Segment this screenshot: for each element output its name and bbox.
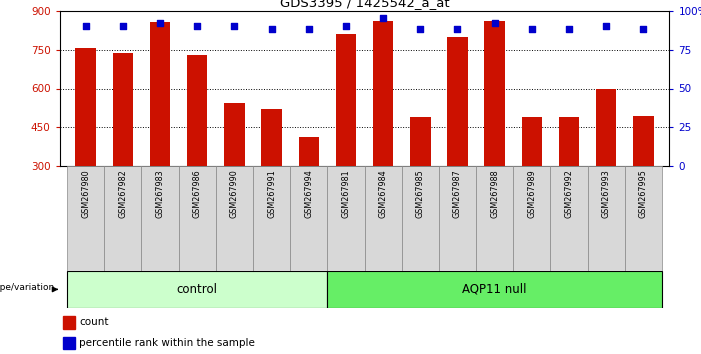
Text: GSM267994: GSM267994 xyxy=(304,170,313,218)
Bar xyxy=(522,117,542,166)
Text: AQP11 null: AQP11 null xyxy=(463,283,527,296)
Text: GSM267982: GSM267982 xyxy=(118,170,128,218)
Point xyxy=(191,23,203,29)
Bar xyxy=(550,166,587,271)
Bar xyxy=(113,53,133,166)
Text: GSM267990: GSM267990 xyxy=(230,170,239,218)
Bar xyxy=(179,166,216,271)
Bar xyxy=(142,166,179,271)
Text: GSM267980: GSM267980 xyxy=(81,170,90,218)
Point xyxy=(489,20,501,26)
Point xyxy=(601,23,612,29)
Bar xyxy=(104,166,142,271)
Point xyxy=(266,27,277,32)
Bar xyxy=(290,166,327,271)
Bar xyxy=(253,166,290,271)
Bar xyxy=(410,117,430,166)
Point xyxy=(452,27,463,32)
Text: count: count xyxy=(79,317,109,327)
Point xyxy=(415,27,426,32)
Point xyxy=(80,23,91,29)
Bar xyxy=(633,116,653,166)
Point xyxy=(638,27,649,32)
Point xyxy=(303,27,314,32)
Bar xyxy=(373,21,393,166)
Bar xyxy=(187,55,207,166)
Text: GSM267981: GSM267981 xyxy=(341,170,350,218)
Bar xyxy=(67,271,327,308)
Bar xyxy=(513,166,550,271)
Point xyxy=(378,16,389,21)
Text: GSM267995: GSM267995 xyxy=(639,170,648,218)
Text: GSM267991: GSM267991 xyxy=(267,170,276,218)
Point xyxy=(340,23,351,29)
Bar xyxy=(76,48,96,166)
Text: GSM267984: GSM267984 xyxy=(379,170,388,218)
Bar xyxy=(150,22,170,166)
Bar xyxy=(484,21,505,166)
Point xyxy=(526,27,538,32)
Bar xyxy=(327,166,365,271)
Bar xyxy=(439,166,476,271)
Point xyxy=(154,20,165,26)
Text: GSM267987: GSM267987 xyxy=(453,170,462,218)
Point xyxy=(229,23,240,29)
Bar xyxy=(447,36,468,166)
Bar xyxy=(625,166,662,271)
Bar xyxy=(365,166,402,271)
Bar xyxy=(67,166,104,271)
Text: GSM267986: GSM267986 xyxy=(193,170,202,218)
Bar xyxy=(559,117,579,166)
Bar xyxy=(62,337,75,349)
Bar xyxy=(299,137,319,166)
Text: GSM267989: GSM267989 xyxy=(527,170,536,218)
Text: percentile rank within the sample: percentile rank within the sample xyxy=(79,338,255,348)
Text: GSM267988: GSM267988 xyxy=(490,170,499,218)
Bar xyxy=(402,166,439,271)
Text: GSM267985: GSM267985 xyxy=(416,170,425,218)
Bar xyxy=(596,88,616,166)
Text: GSM267992: GSM267992 xyxy=(564,170,573,218)
Bar xyxy=(261,109,282,166)
Point xyxy=(564,27,575,32)
Bar xyxy=(336,34,356,166)
Title: GDS3395 / 1425542_a_at: GDS3395 / 1425542_a_at xyxy=(280,0,449,10)
Bar xyxy=(224,103,245,166)
Text: genotype/variation: genotype/variation xyxy=(0,283,55,292)
Bar xyxy=(327,271,662,308)
Bar xyxy=(216,166,253,271)
Point xyxy=(117,23,128,29)
Text: control: control xyxy=(177,283,218,296)
Bar xyxy=(62,316,75,329)
Bar xyxy=(587,166,625,271)
Text: GSM267983: GSM267983 xyxy=(156,170,165,218)
Text: GSM267993: GSM267993 xyxy=(601,170,611,218)
Bar xyxy=(476,166,513,271)
